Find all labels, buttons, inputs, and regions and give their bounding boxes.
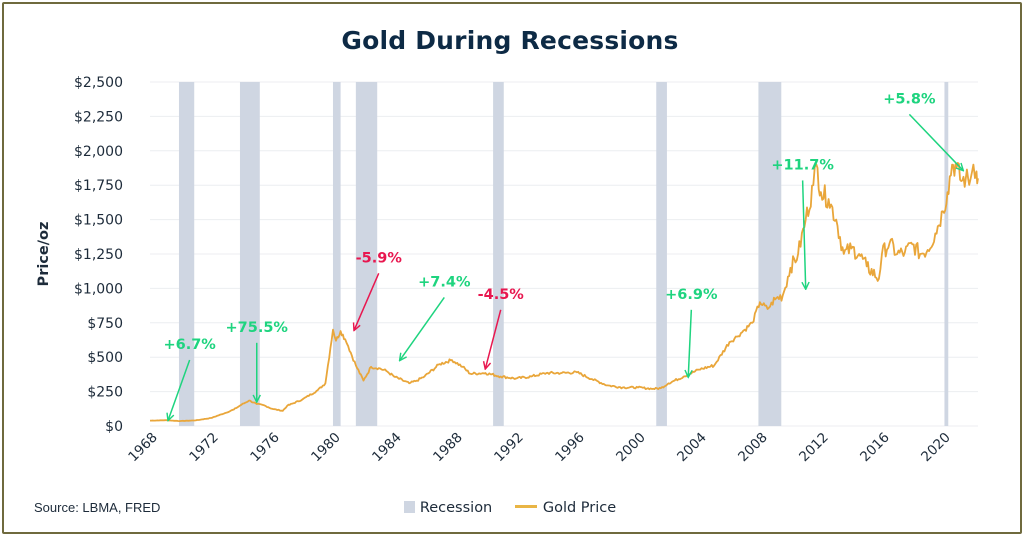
- recession-band: [656, 82, 667, 426]
- y-tick-label: $1,750: [74, 178, 123, 194]
- annotation-arrow: [688, 309, 691, 377]
- x-tick-label: 1988: [430, 430, 466, 466]
- x-tick-label: 2020: [918, 430, 954, 466]
- x-tick-label: 2008: [735, 430, 771, 466]
- legend: Recession Gold Price: [0, 500, 1020, 516]
- y-tick-label: $1,000: [74, 281, 123, 297]
- annotation-arrow: [400, 296, 445, 360]
- recession-band: [758, 82, 782, 426]
- recession-band: [944, 82, 949, 426]
- x-tick-label: 1984: [369, 430, 405, 466]
- chart-title: Gold During Recessions: [341, 26, 679, 55]
- y-tick-label: $500: [87, 350, 123, 366]
- x-tick-label: 1996: [552, 430, 588, 466]
- gold-price-line: [150, 162, 979, 422]
- y-tick-label: $2,250: [74, 109, 123, 125]
- y-tick-label: $1,250: [74, 247, 123, 263]
- recession-band: [178, 82, 195, 426]
- x-tick-label: 2000: [613, 430, 649, 466]
- annotation-label: +6.9%: [665, 287, 718, 303]
- source-note: Source: LBMA, FRED: [34, 500, 161, 515]
- x-tick-label: 2016: [857, 430, 893, 466]
- annotation-label: +75.5%: [226, 320, 289, 336]
- y-tick-label: $2,000: [74, 144, 123, 160]
- legend-recession-label: Recession: [419, 500, 493, 516]
- recession-band: [493, 82, 504, 426]
- annotation-arrow: [168, 359, 191, 420]
- x-tick-label: 1976: [247, 430, 283, 466]
- y-tick-label: $250: [87, 385, 123, 401]
- x-tick-label: 1968: [125, 430, 161, 466]
- annotation-arrow: [485, 309, 502, 368]
- legend-recession-swatch: [403, 501, 415, 513]
- recession-band: [355, 82, 378, 426]
- legend-gold-label: Gold Price: [542, 500, 617, 516]
- y-tick-label: $2,500: [74, 75, 123, 91]
- x-tick-label: 1980: [308, 430, 344, 466]
- annotation-label: +7.4%: [418, 274, 471, 290]
- annotation-label: +11.7%: [771, 157, 834, 173]
- x-tick-label: 2012: [796, 430, 832, 466]
- annotation-arrow: [354, 273, 380, 329]
- y-axis-label: Price/oz: [36, 222, 52, 287]
- legend-item-recession: Recession: [403, 500, 493, 516]
- annotation-label: -5.9%: [356, 250, 403, 266]
- recession-band: [332, 82, 341, 426]
- legend-gold-swatch: [514, 505, 537, 508]
- annotation-label: +6.7%: [163, 337, 216, 353]
- y-tick-label: $0: [105, 419, 123, 435]
- y-tick-label: $1,500: [74, 213, 123, 229]
- annotation-arrow: [908, 113, 962, 170]
- annotation-label: -4.5%: [478, 287, 525, 303]
- x-tick-label: 2004: [674, 430, 710, 466]
- recession-band: [239, 82, 260, 426]
- annotation-arrow: [803, 180, 806, 288]
- x-tick-label: 1992: [491, 430, 527, 466]
- x-tick-label: 1972: [186, 430, 222, 466]
- legend-item-gold: Gold Price: [514, 500, 617, 516]
- y-tick-label: $750: [87, 316, 123, 332]
- annotation-label: +5.8%: [883, 91, 936, 107]
